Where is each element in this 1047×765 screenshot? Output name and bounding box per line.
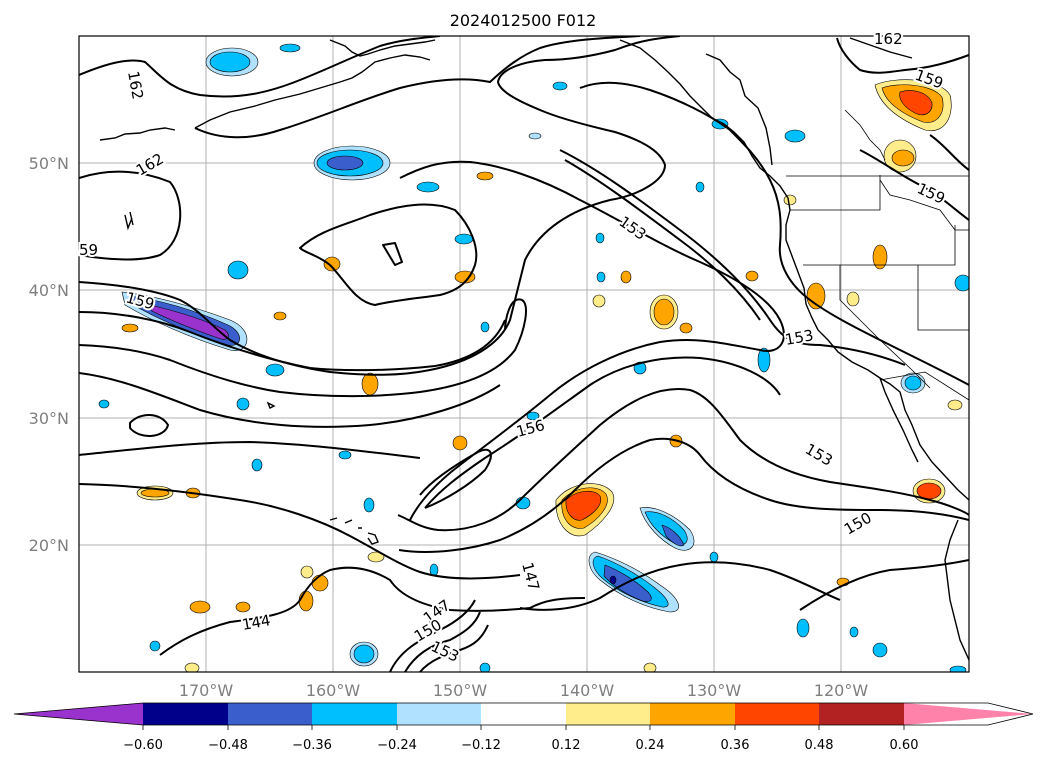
lon-label: 120°W <box>814 681 869 700</box>
map-frame <box>78 35 970 673</box>
colorbar-tick-label: −0.48 <box>208 738 248 753</box>
shaded-field <box>98 43 969 672</box>
colorbar-segment <box>735 703 819 725</box>
colorbar-tick-label: 0.60 <box>890 738 919 753</box>
lon-label: 160°W <box>306 681 361 700</box>
colorbar-tick-label: 0.12 <box>552 738 581 753</box>
colorbar-tick-label: 0.48 <box>805 738 834 753</box>
colorbar-tick-label: −0.12 <box>461 738 501 753</box>
map-area <box>79 36 969 672</box>
colorbar-segment <box>566 703 650 725</box>
contour-label: 162 <box>874 30 903 48</box>
lat-label: 40°N <box>29 281 69 300</box>
colorbar-extend-low <box>14 703 143 725</box>
colorbar-tick-label: −0.60 <box>123 738 163 753</box>
map-title: 2024012500 F012 <box>450 11 597 30</box>
colorbar-segment <box>228 703 312 725</box>
lon-label: 150°W <box>433 681 488 700</box>
lat-label: 30°N <box>29 409 69 428</box>
colorbar-segment <box>481 703 566 725</box>
colorbar-extend-high <box>904 703 1033 725</box>
lon-label: 140°W <box>560 681 615 700</box>
colorbar-tick-label: 0.24 <box>636 738 665 753</box>
lat-label: 20°N <box>29 536 69 555</box>
colorbar-segment <box>143 703 228 725</box>
height-contours <box>79 36 969 672</box>
colorbar-segment <box>397 703 481 725</box>
colorbar-tick-label: −0.24 <box>377 738 417 753</box>
lon-label: 170°W <box>179 681 234 700</box>
colorbar: −0.60 −0.48 −0.36 −0.24 −0.12 0.12 0.24 … <box>13 702 1034 753</box>
lon-label: 130°W <box>687 681 742 700</box>
contour-label: 59 <box>79 241 98 259</box>
coastlines <box>99 37 969 661</box>
colorbar-segment <box>650 703 735 725</box>
colorbar-segment <box>312 703 397 725</box>
colorbar-tick-label: −0.36 <box>292 738 332 753</box>
colorbar-segment <box>819 703 904 725</box>
lat-label: 50°N <box>29 154 69 173</box>
colorbar-tick-label: 0.36 <box>721 738 750 753</box>
